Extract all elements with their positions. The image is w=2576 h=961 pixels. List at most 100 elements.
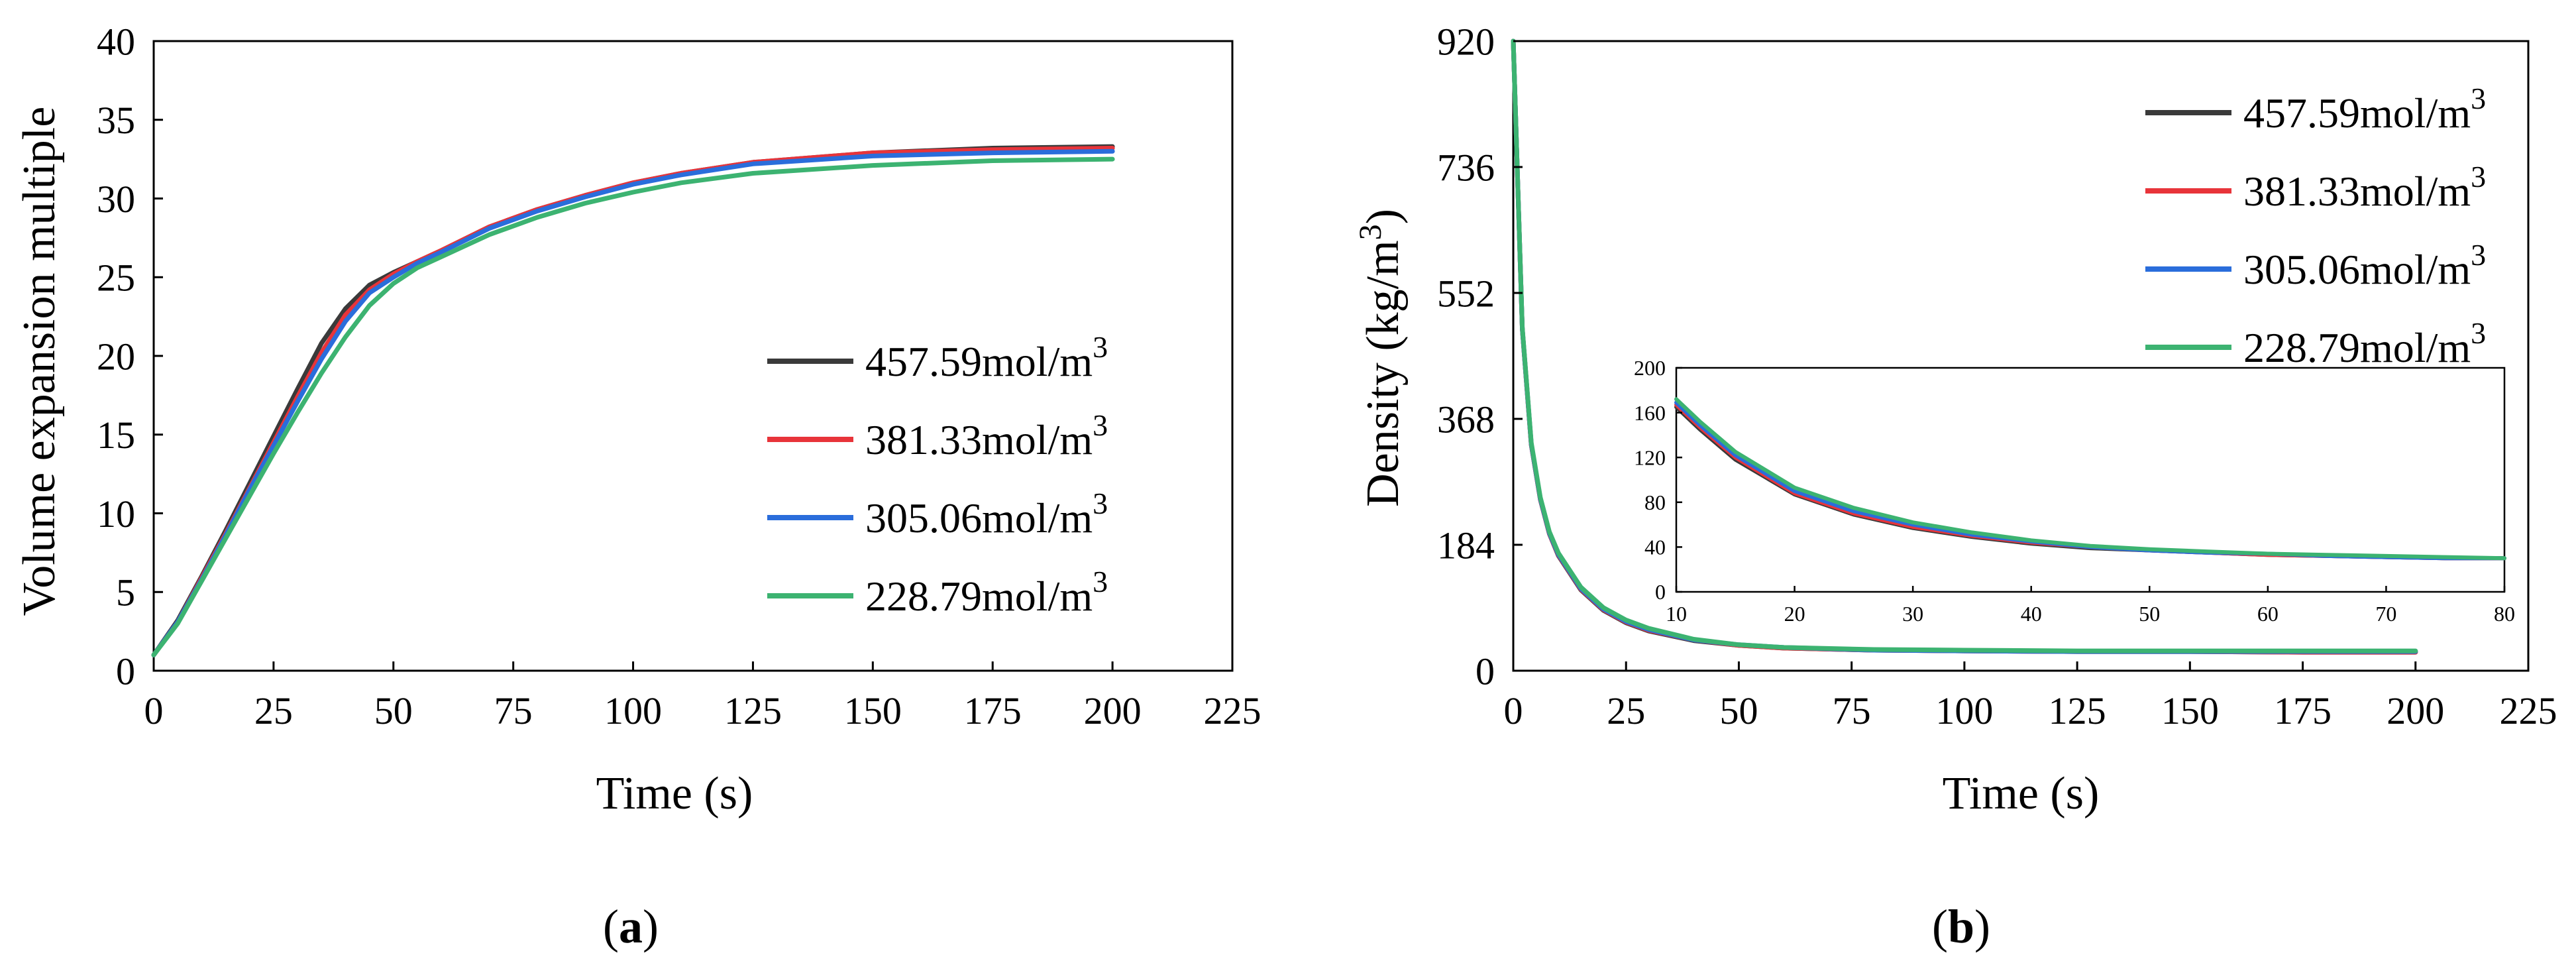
panel-b-legend: 457.59mol/m3381.33mol/m3305.06mol/m3228.… [2145, 82, 2486, 371]
panel-b-inset-y-tick-label: 80 [1644, 490, 1666, 514]
panel-b-inset-y-tick-label: 40 [1644, 536, 1666, 559]
panel-a-y-axis-label: Volume expansion multiple [14, 107, 65, 616]
panel-a-y-tick-label: 40 [97, 20, 135, 63]
panel-a-series-group [151, 144, 1115, 657]
panel-b-x-tick-label: 200 [2387, 689, 2444, 732]
panel-b-y-tick-label: 736 [1437, 146, 1495, 189]
panel-b-y-tick-label: 184 [1437, 524, 1495, 567]
panel-b-y-tick-label: 0 [1476, 650, 1495, 693]
panel-a-series-line-4 [151, 156, 1115, 657]
panel-b-inset-series-group [1674, 397, 2506, 561]
panel-b-y-tick-label: 920 [1437, 20, 1495, 63]
panel-b-x-tick-label: 150 [2161, 689, 2219, 732]
panel-a-x-tick-label: 0 [144, 689, 164, 732]
panel-b-inset-x-tick-label: 50 [2139, 602, 2160, 626]
panel-b-legend-label-1: 457.59mol/m3 [2243, 82, 2486, 137]
panel-a-x-axis-label: Time (s) [596, 768, 753, 819]
panel-b-inset-x-tick-label: 70 [2375, 602, 2396, 626]
panel-b-inset-x-tick-label: 10 [1666, 602, 1687, 626]
panel-a-legend-sup: 3 [1093, 330, 1108, 364]
panel-a-y-tick-label: 10 [97, 492, 135, 536]
panel-b-x-axis-label: Time (s) [1943, 768, 2100, 819]
panel-a-y-tick-label: 25 [97, 256, 135, 300]
panel-b-inset-axes: 10 20 30 40 50 60 70 80 0 40 80 120 160 200 [1634, 356, 2515, 626]
panel-a-x-tick-label: 125 [724, 689, 782, 732]
panel-b-y-tick-label: 368 [1437, 398, 1495, 441]
panel-a-x-tick-label: 200 [1084, 689, 1142, 732]
panel-a-legend-sup: 3 [1093, 408, 1108, 442]
panel-b-legend-text: 228.79mol/m [2243, 324, 2471, 371]
panel-b-y-axis-label-text: Density (kg/m [1358, 240, 1409, 506]
panel-b-inset-y-tick-label: 120 [1634, 445, 1666, 469]
panel-b-x-tick-label: 100 [1935, 689, 1993, 732]
panel-a-legend-label-1: 457.59mol/m3 [865, 330, 1108, 385]
panel-a-legend-text: 305.06mol/m [865, 494, 1093, 541]
panel-b-inset-y-tick-label: 160 [1634, 401, 1666, 425]
panel-b-legend-text: 305.06mol/m [2243, 246, 2471, 293]
panel-a-legend-text: 381.33mol/m [865, 416, 1093, 463]
panel-b-inset-x-tick-label: 60 [2257, 602, 2279, 626]
panel-a-caption: (a) [603, 900, 659, 953]
panel-a-y-tick-label: 0 [116, 650, 135, 693]
panel-b-x-tick-label: 25 [1607, 689, 1645, 732]
panel-b-x-tick-label: 225 [2500, 689, 2557, 732]
panel-a: 0 25 50 75 100 125 150 175 200 225 0 5 10 15 20 25 30 35 4… [14, 20, 1261, 953]
panel-a-legend-label-3: 305.06mol/m3 [865, 486, 1108, 541]
panel-a-label: a [619, 900, 643, 953]
panel-a-legend-sup: 3 [1093, 565, 1108, 598]
panel-a-x-tick-label: 75 [494, 689, 533, 732]
panel-b-legend-label-3: 305.06mol/m3 [2243, 238, 2486, 293]
panel-b-x-tick-label: 175 [2274, 689, 2332, 732]
panel-b-x-tick-label: 50 [1719, 689, 1758, 732]
panel-b-legend-label-2: 381.33mol/m3 [2243, 160, 2486, 215]
panel-a-legend-label-2: 381.33mol/m3 [865, 408, 1108, 463]
panel-a-y-tick-label: 15 [97, 414, 135, 457]
panel-a-y-tick-label: 20 [97, 335, 135, 378]
panel-b-x-tick-label: 0 [1504, 689, 1523, 732]
panel-b-x-tick-label: 125 [2049, 689, 2106, 732]
panel-a-y-tick-label: 30 [97, 178, 135, 221]
panel-a-y-tick-label: 35 [97, 99, 135, 142]
panel-a-legend-text: 228.79mol/m [865, 573, 1093, 620]
panel-b-caption: (b) [1932, 900, 1990, 953]
panel-b-axes: 0 25 50 75 100 125 150 175 200 225018436855273692… [1437, 20, 2557, 732]
panel-a-axes: 0 25 50 75 100 125 150 175 200 225 0 5 10 15 20 25 30 35 4… [97, 20, 1261, 732]
panel-b-inset-x-tick-label: 20 [1784, 602, 1805, 626]
panel-b-label: b [1948, 900, 1974, 953]
panel-b-legend-sup: 3 [2471, 316, 2486, 350]
panel-b-inset-y-tick-label: 0 [1655, 580, 1666, 604]
panel-a-x-tick-label: 25 [254, 689, 293, 732]
panel-b: 0 25 50 75 100 125 150 175 200 225018436855273692… [1353, 20, 2557, 953]
panel-a-x-tick-label: 150 [844, 689, 902, 732]
panel-a-y-tick-label: 5 [116, 571, 135, 614]
panel-b-series-group [1511, 38, 2418, 655]
panel-b-legend-label-4: 228.79mol/m3 [2243, 316, 2486, 371]
panel-b-inset-x-tick-label: 30 [1902, 602, 1923, 626]
panel-b-legend-sup: 3 [2471, 238, 2486, 272]
panel-a-legend-text: 457.59mol/m [865, 338, 1093, 385]
panel-a-x-tick-label: 50 [374, 689, 413, 732]
panel-b-legend-sup: 3 [2471, 82, 2486, 115]
panel-b-legend-text: 381.33mol/m [2243, 168, 2471, 215]
panel-a-x-tick-label: 175 [964, 689, 1022, 732]
panel-b-x-tick-label: 75 [1833, 689, 1871, 732]
panel-b-y-tick-label: 552 [1437, 272, 1495, 315]
panel-a-legend-label-4: 228.79mol/m3 [865, 565, 1108, 620]
panel-b-y-axis-label-end: ) [1358, 209, 1409, 224]
panel-b-frame [1512, 40, 2530, 672]
panel-b-y-axis-label: Density (kg/m3) [1353, 209, 1409, 507]
panel-b-inset-y-tick-label: 200 [1634, 356, 1666, 380]
panel-b-inset-x-tick-label: 80 [2494, 602, 2515, 626]
panel-b-inset-series-line-4 [1674, 397, 2506, 561]
panel-a-legend-sup: 3 [1093, 486, 1108, 520]
panel-b-series-line-4 [1511, 38, 2418, 653]
panel-a-x-tick-label: 225 [1204, 689, 1261, 732]
panel-a-legend: 457.59mol/m3381.33mol/m3305.06mol/m3228.… [767, 330, 1108, 620]
panel-b-inset-x-tick-label: 40 [2021, 602, 2042, 626]
panel-b-legend-text: 457.59mol/m [2243, 89, 2471, 137]
panel-a-x-tick-label: 100 [604, 689, 662, 732]
panel-b-y-axis-label-sup: 3 [1353, 224, 1388, 240]
panel-b-legend-sup: 3 [2471, 160, 2486, 194]
